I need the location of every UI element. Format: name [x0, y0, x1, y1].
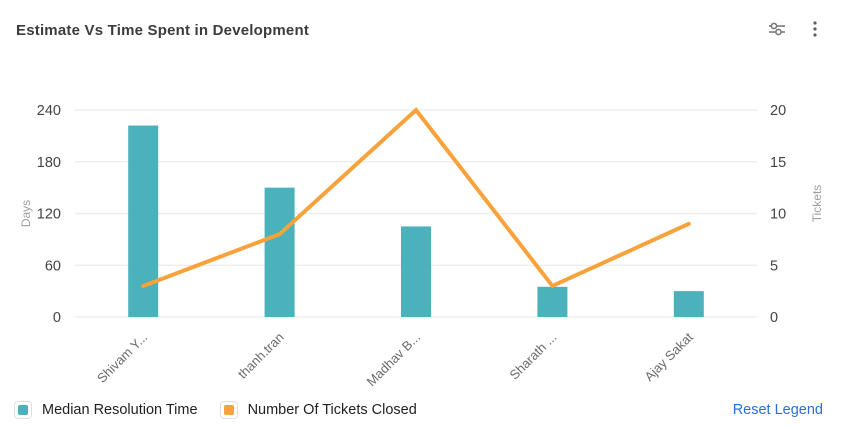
reset-legend-link[interactable]: Reset Legend: [732, 402, 823, 418]
svg-text:thanh.tran: thanh.tran: [235, 330, 287, 382]
svg-text:0: 0: [53, 310, 61, 326]
header-actions: [763, 16, 829, 44]
legend-item-number-of-tickets-closed[interactable]: Number Of Tickets Closed: [219, 401, 417, 419]
svg-text:5: 5: [770, 258, 778, 274]
legend-label: Number Of Tickets Closed: [247, 402, 417, 418]
legend-item-median-resolution-time[interactable]: Median Resolution Time: [14, 401, 198, 419]
svg-text:Madhav B...: Madhav B...: [363, 330, 423, 390]
svg-text:Sharath ...: Sharath ...: [506, 330, 559, 383]
kebab-menu-icon: [806, 18, 824, 43]
svg-text:20: 20: [770, 103, 786, 119]
svg-text:Ajay Sakat: Ajay Sakat: [641, 329, 696, 384]
svg-text:240: 240: [37, 103, 61, 119]
more-options-button[interactable]: [801, 16, 829, 44]
svg-text:Shivam Y...: Shivam Y...: [94, 330, 150, 386]
bar-series-color-chip: [18, 405, 28, 415]
chart-footer: Median Resolution Time Number Of Tickets…: [14, 397, 823, 423]
svg-text:60: 60: [45, 258, 61, 274]
legend-swatch-bar: [14, 401, 32, 419]
legend: Median Resolution Time Number Of Tickets…: [14, 401, 733, 419]
chart-title: Estimate Vs Time Spent in Development: [16, 21, 310, 39]
line-series-color-chip: [223, 405, 234, 415]
svg-text:120: 120: [37, 207, 61, 223]
svg-text:Days: Days: [19, 200, 33, 227]
svg-text:Tickets: Tickets: [810, 185, 824, 223]
chart-header: Estimate Vs Time Spent in Development: [16, 14, 829, 46]
svg-text:0: 0: [770, 310, 778, 326]
chart-settings-button[interactable]: [763, 16, 791, 44]
svg-text:15: 15: [770, 155, 786, 171]
legend-label: Median Resolution Time: [42, 402, 198, 418]
sliders-icon: [766, 18, 788, 43]
svg-text:180: 180: [37, 155, 61, 171]
legend-swatch-line: [219, 401, 238, 419]
svg-text:10: 10: [770, 207, 786, 223]
